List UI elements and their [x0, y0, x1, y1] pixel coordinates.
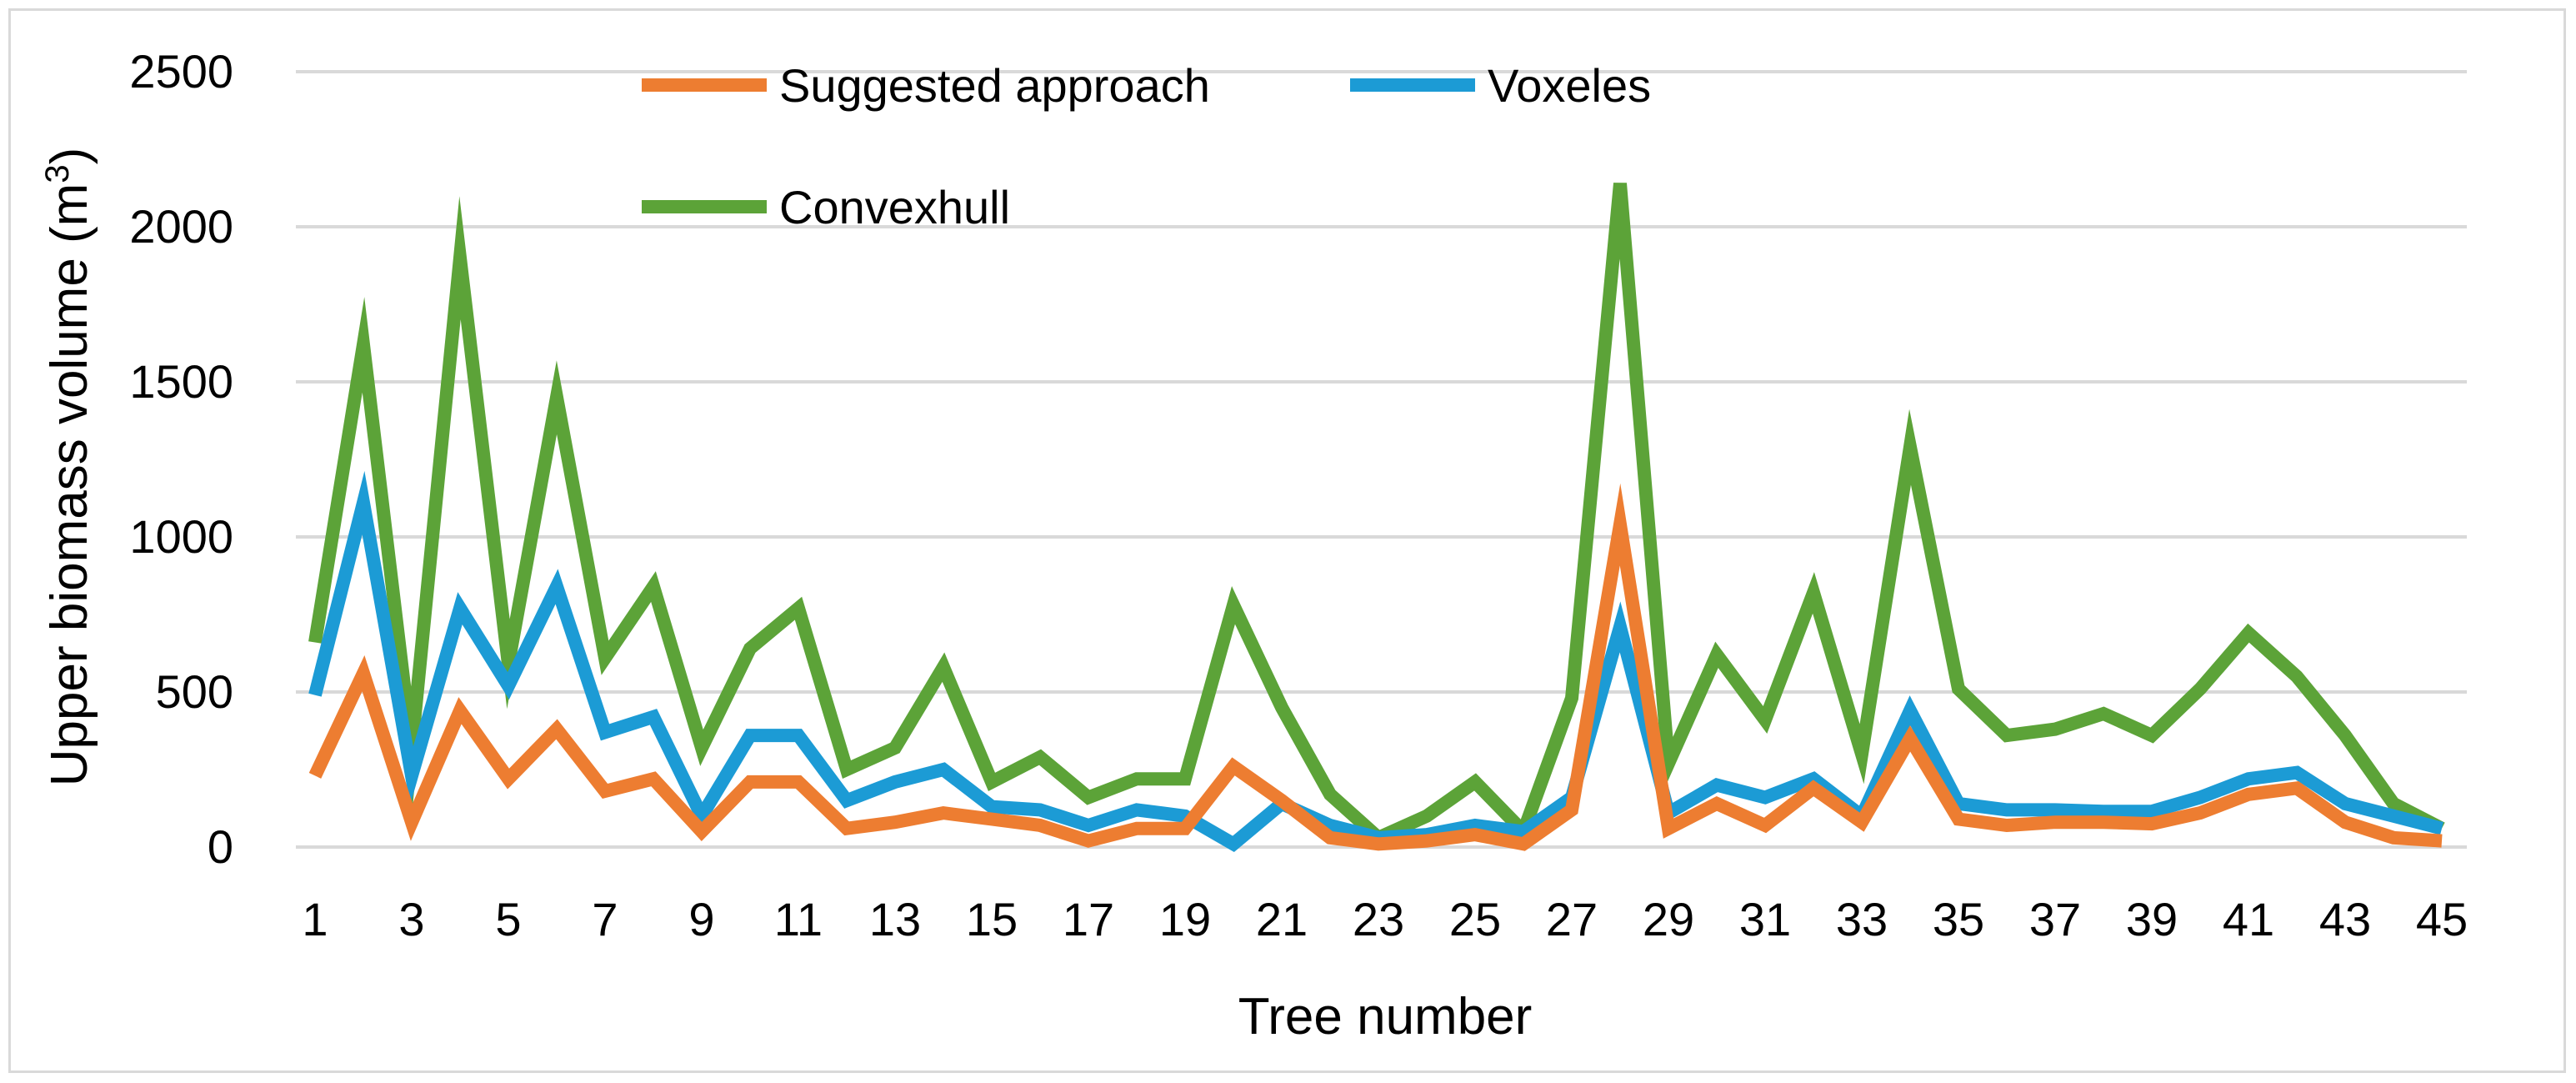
y-tick-label: 2500	[129, 45, 233, 98]
x-tick-label: 19	[1159, 893, 1211, 945]
x-tick-label: 27	[1546, 893, 1598, 945]
y-tick-label: 1500	[129, 355, 233, 408]
gridlines	[296, 70, 2467, 849]
y-axis-title-close: )	[41, 148, 98, 165]
series-line-suggested-approach	[308, 483, 2443, 851]
x-tick-label: 39	[2126, 893, 2178, 945]
x-axis-ticks: 1 3 5 7 9 11 13 15 17 19 21 23 25 27 29 31 33 35 37 39 41 43 4…	[302, 893, 2468, 945]
series-line-convexhull	[308, 183, 2445, 846]
x-tick-label: 7	[592, 893, 618, 945]
y-tick-label: 1000	[129, 510, 233, 563]
x-tick-label: 35	[1933, 893, 1984, 945]
legend-item-suggested-approach: Suggested approach	[642, 59, 1210, 112]
x-axis-title: Tree number	[1238, 988, 1533, 1045]
x-tick-label: 11	[774, 893, 823, 945]
x-tick-label: 45	[2416, 893, 2468, 945]
x-tick-label: 41	[2223, 893, 2274, 945]
x-tick-label: 31	[1739, 893, 1791, 945]
legend-item-voxeles: Voxeles	[1350, 59, 1651, 112]
series-lines	[308, 183, 2445, 853]
x-tick-label: 25	[1449, 893, 1501, 945]
legend: Suggested approach Voxeles Convexhull	[642, 59, 1651, 233]
y-axis-title: Upper biomass volume (m3)	[39, 148, 98, 786]
x-tick-label: 5	[495, 893, 521, 945]
y-tick-label: 500	[156, 665, 233, 718]
series-line-voxeles	[308, 470, 2443, 853]
x-tick-label: 23	[1353, 893, 1404, 945]
y-axis-title-superscript: 3	[39, 164, 76, 183]
x-tick-label: 43	[2319, 893, 2371, 945]
legend-label-convexhull: Convexhull	[779, 181, 1010, 233]
x-tick-label: 33	[1836, 893, 1888, 945]
x-tick-label: 1	[302, 893, 328, 945]
y-axis-ticks: 0 500 1000 1500 2000 2500	[129, 45, 233, 873]
x-tick-label: 3	[398, 893, 424, 945]
x-tick-label: 21	[1256, 893, 1308, 945]
x-tick-label: 29	[1643, 893, 1694, 945]
legend-label-suggested-approach: Suggested approach	[779, 59, 1210, 112]
legend-label-voxeles: Voxeles	[1488, 59, 1651, 112]
x-tick-label: 9	[688, 893, 714, 945]
x-tick-label: 15	[966, 893, 1018, 945]
legend-item-convexhull: Convexhull	[642, 181, 1010, 233]
y-tick-label: 0	[208, 820, 233, 873]
x-tick-label: 37	[2029, 893, 2081, 945]
x-tick-label: 13	[869, 893, 921, 945]
x-tick-label: 17	[1063, 893, 1114, 945]
y-axis-title-main: Upper biomass volume (m	[41, 183, 98, 787]
y-tick-label: 2000	[129, 200, 233, 253]
